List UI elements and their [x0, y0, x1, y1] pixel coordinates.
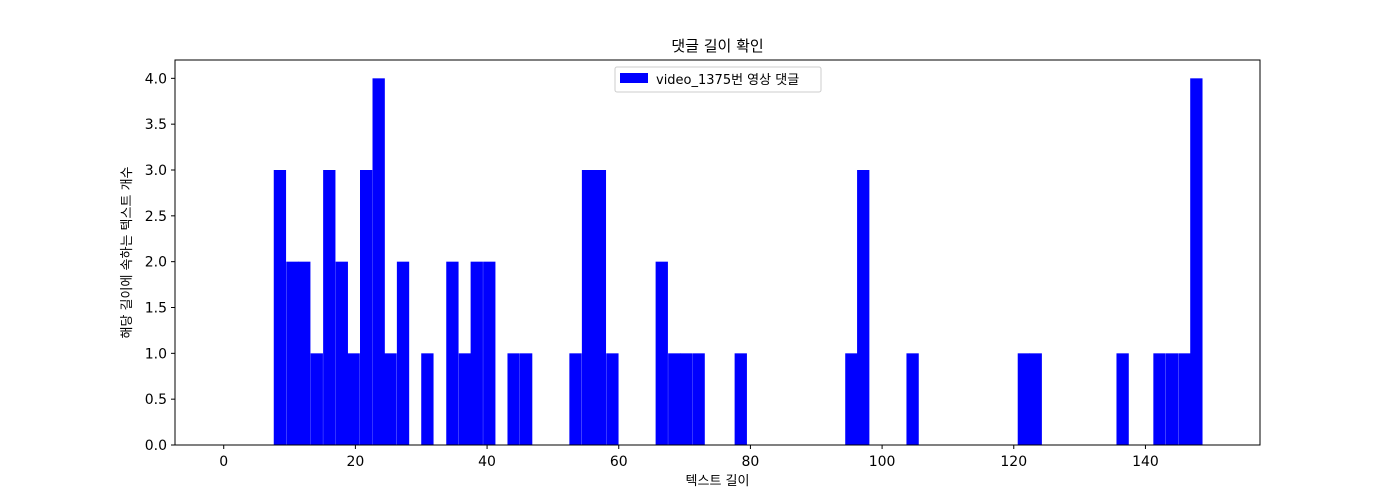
histogram-bar [1029, 353, 1042, 445]
legend-label: video_1375번 영상 댓글 [656, 73, 799, 88]
histogram-bar [857, 170, 870, 445]
histogram-bar [446, 261, 459, 445]
x-tick-label: 40 [478, 454, 496, 470]
histogram-bar [692, 353, 705, 445]
histogram-bar [286, 261, 299, 445]
y-axis-label: 해당 길이에 속하는 텍스트 개수 [120, 166, 135, 338]
x-tick-label: 0 [219, 454, 228, 470]
histogram-bar [668, 353, 681, 445]
histogram-bar [360, 170, 373, 445]
y-tick-label: 4.0 [145, 71, 167, 87]
bars-group [273, 78, 1203, 445]
histogram-bar [1116, 353, 1129, 445]
y-tick-label: 2.5 [145, 209, 167, 225]
x-tick-label: 80 [742, 454, 760, 470]
histogram-bar [845, 353, 858, 445]
histogram-bar [335, 261, 348, 445]
y-tick-label: 1.0 [145, 346, 167, 362]
chart-title: 댓글 길이 확인 [671, 37, 763, 55]
y-tick-label: 3.0 [145, 163, 167, 179]
histogram-bar [470, 261, 483, 445]
x-axis-label: 텍스트 길이 [686, 474, 750, 489]
histogram-bar [323, 170, 336, 445]
histogram-bar [347, 353, 360, 445]
histogram-bar [1017, 353, 1031, 445]
x-tick-label: 60 [610, 454, 628, 470]
histogram-bar [679, 353, 693, 445]
legend-swatch [620, 73, 648, 83]
y-tick-label: 0.5 [145, 392, 167, 408]
histogram-bar [273, 170, 287, 445]
y-tick-label: 2.0 [145, 255, 167, 271]
y-tick-label: 1.5 [145, 301, 167, 317]
histogram-bar [581, 170, 595, 445]
histogram-bar [1178, 353, 1191, 445]
histogram-bar [1153, 353, 1166, 445]
histogram-bar [507, 353, 520, 445]
histogram-bar [396, 261, 410, 445]
histogram-bar [298, 261, 311, 445]
histogram-bar [310, 353, 323, 445]
histogram-bar [372, 78, 385, 445]
histogram-bar [606, 353, 619, 445]
histogram-bar [483, 261, 496, 445]
plot-area-frame [174, 59, 1261, 446]
histogram-bar [458, 353, 472, 445]
histogram-bar [734, 353, 747, 445]
x-tick-label: 120 [1000, 454, 1027, 470]
histogram-bar [906, 353, 919, 445]
y-tick-label: 0.0 [145, 438, 167, 454]
histogram-bar [519, 353, 533, 445]
x-tick-label: 100 [869, 454, 896, 470]
x-tick-label: 20 [346, 454, 364, 470]
y-axis-ticks: 0.0 0.5 1.0 1.5 2.0 2.5 3.0 3.5 4.0 [145, 71, 175, 454]
histogram-bar [1165, 353, 1179, 445]
histogram-bar [421, 353, 434, 445]
histogram-bar [655, 261, 668, 445]
legend-box [614, 66, 822, 93]
histogram-bar [593, 170, 607, 445]
legend: video_1375번 영상 댓글 [614, 66, 822, 93]
histogram-bar [1190, 78, 1203, 445]
histogram-bar [384, 353, 397, 445]
histogram-bar [569, 353, 582, 445]
x-tick-label: 140 [1132, 454, 1159, 470]
y-tick-label: 3.5 [145, 117, 167, 133]
x-axis-ticks: 0 20 40 60 80 100 120 140 [219, 445, 1159, 470]
